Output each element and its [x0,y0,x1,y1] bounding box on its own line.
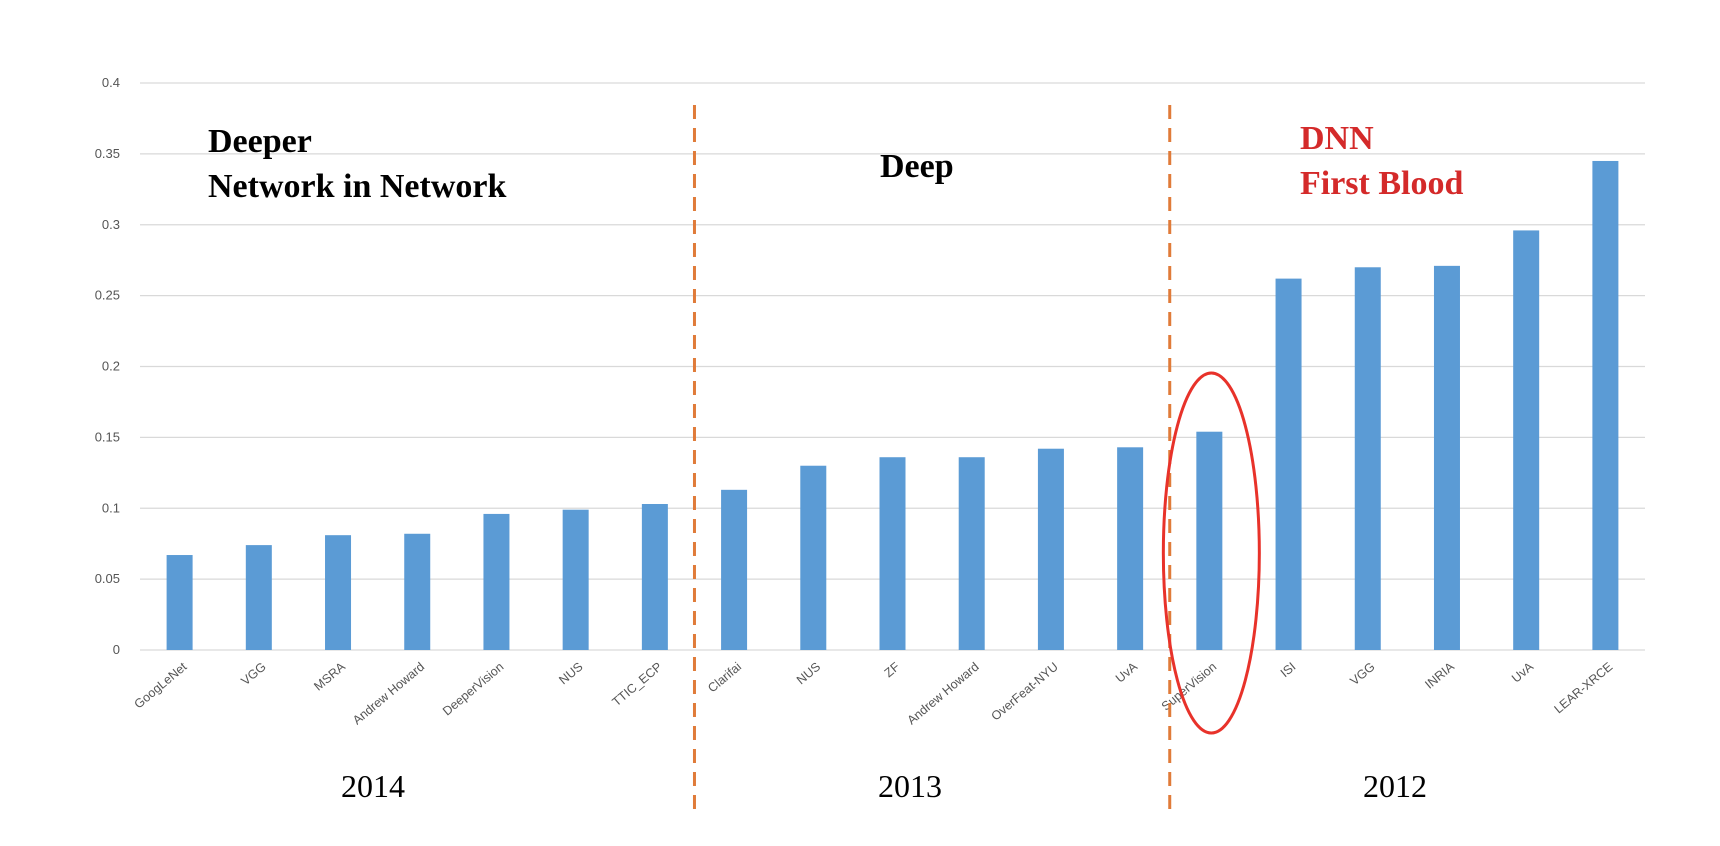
x-category-label: VGG [1347,660,1377,689]
x-category-label: OverFeat-NYU [989,660,1061,724]
bar [325,535,352,650]
supervision-highlight-ellipse [1161,371,1261,735]
x-category-label: TTIC_ECP [609,660,664,710]
y-tick-label: 0.35 [95,146,120,161]
year-labels: 2014 2013 2012 [341,768,1427,804]
bar [879,457,906,650]
bars [166,160,1619,651]
y-tick-label: 0 [113,642,120,657]
x-category-label: Clarifai [705,660,744,696]
y-tick-label: 0.1 [102,500,120,515]
bar [166,555,193,650]
x-category-label: VGG [238,660,268,689]
x-axis-category-labels: GoogLeNet VGG MSRA Andrew Howard DeeperVisio… [132,659,1616,727]
y-axis-ticks: 0 0.05 0.1 0.15 0.2 0.25 0.3 0.35 0.4 [95,75,120,657]
year-label: 2012 [1363,768,1427,804]
bar [1037,448,1064,650]
era-annotation: DNN [1300,120,1374,157]
era-annotations: Deeper Network in Network Deep DNN First Blo… [208,120,1463,205]
highlight-ellipse [1161,371,1261,735]
y-tick-label: 0.25 [95,288,120,303]
bar [1513,230,1540,651]
era-annotation: Deep [880,148,954,185]
y-tick-label: 0.15 [95,429,120,444]
y-tick-label: 0.2 [102,359,120,374]
x-category-label: MSRA [311,659,348,693]
x-category-label: UvA [1509,659,1537,685]
x-category-label: SuperVision [1159,660,1219,714]
bar [1354,267,1381,650]
era-annotation: Deeper [208,123,312,160]
era-annotation: First Blood [1300,165,1463,202]
x-category-label: NUS [556,660,585,688]
bar [404,533,431,650]
x-category-label: INRIA [1422,659,1457,692]
x-category-label: Andrew Howard [905,660,982,728]
x-category-label: DeeperVision [440,660,506,719]
bar [245,545,272,650]
x-category-label: NUS [794,660,823,688]
y-tick-label: 0.3 [102,217,120,232]
bar [1196,431,1223,650]
y-tick-label: 0.4 [102,75,120,90]
bar [800,465,827,650]
y-tick-label: 0.05 [95,571,120,586]
bar [641,503,668,650]
x-category-label: Andrew Howard [350,660,427,728]
bar [483,513,510,650]
bar [958,457,985,650]
x-category-label: ZF [882,659,903,680]
bar [1275,278,1302,650]
bar [1433,265,1460,650]
bar [562,509,589,650]
year-label: 2013 [878,768,942,804]
x-category-label: GoogLeNet [132,659,190,711]
x-category-label: ISI [1278,660,1299,681]
year-label: 2014 [341,768,405,804]
era-annotation: Network in Network [208,168,506,205]
bar [721,489,748,650]
x-category-label: UvA [1113,659,1141,685]
x-category-label: LEAR-XRCE [1552,660,1616,717]
bar [1592,160,1619,650]
bar [1117,447,1144,650]
gridlines [140,82,1645,651]
